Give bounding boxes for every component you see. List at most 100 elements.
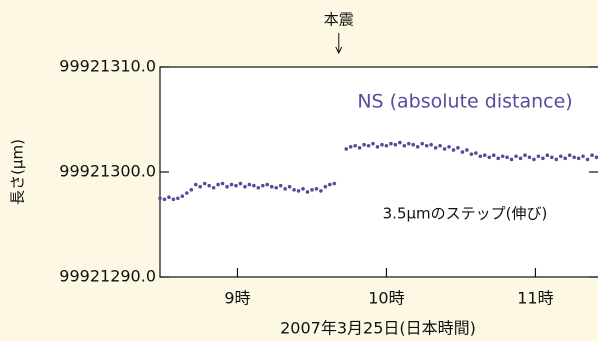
- data-point: [328, 182, 332, 187]
- data-point: [220, 181, 225, 186]
- y-tick-label: 99921310.0: [59, 57, 156, 76]
- data-point: [225, 184, 229, 189]
- x-tick-label: 10時: [368, 289, 404, 308]
- y-tick-label: 99921300.0: [59, 162, 156, 181]
- data-point: [420, 141, 425, 146]
- data-point: [456, 146, 460, 150]
- data-point: [305, 190, 310, 194]
- data-point: [393, 142, 398, 147]
- y-axis-label: 長さ(μm): [9, 139, 27, 205]
- data-point: [332, 181, 337, 186]
- data-point: [514, 154, 518, 159]
- data-point: [411, 142, 416, 147]
- data-point: [442, 147, 447, 151]
- data-point: [348, 145, 353, 149]
- data-point: [590, 153, 594, 157]
- data-point: [180, 194, 185, 198]
- data-point: [389, 141, 393, 146]
- data-point: [366, 143, 371, 148]
- data-point: [211, 185, 216, 190]
- data-point: [362, 142, 366, 147]
- data-point: [252, 183, 256, 188]
- x-tick-label: 11時: [517, 289, 553, 308]
- data-point: [344, 147, 349, 151]
- plot-area: [159, 66, 598, 278]
- data-point: [527, 155, 532, 160]
- data-point: [532, 157, 536, 162]
- data-point: [429, 142, 433, 147]
- data-point: [523, 153, 527, 157]
- data-point: [518, 156, 523, 161]
- step-annotation: 3.5μmのステップ(伸び): [383, 205, 548, 223]
- data-point: [158, 196, 162, 201]
- data-point: [189, 188, 194, 192]
- data-point: [238, 181, 243, 186]
- data-point: [314, 187, 319, 191]
- data-point: [554, 157, 559, 162]
- data-point: [500, 154, 505, 159]
- data-point: [482, 153, 487, 157]
- data-point: [371, 141, 375, 146]
- data-point: [567, 153, 572, 157]
- data-point: [398, 140, 402, 145]
- data-point: [234, 183, 238, 188]
- data-point: [451, 148, 456, 152]
- data-point: [380, 142, 384, 147]
- data-point: [424, 143, 429, 148]
- data-point: [278, 183, 283, 188]
- data-point: [572, 155, 576, 160]
- data-point: [247, 182, 252, 187]
- data-point: [402, 143, 407, 148]
- data-point: [550, 155, 554, 160]
- data-point: [310, 188, 314, 192]
- mainshock-arrowhead: [335, 46, 343, 55]
- data-point: [474, 151, 478, 155]
- data-point: [460, 150, 465, 154]
- data-point: [505, 155, 509, 160]
- data-point: [469, 152, 474, 156]
- series-label: NS (absolute distance): [357, 91, 572, 113]
- data-point: [496, 156, 500, 161]
- data-point: [545, 153, 550, 157]
- data-point: [269, 184, 274, 189]
- data-point: [384, 143, 389, 148]
- data-point: [558, 154, 563, 159]
- data-point: [433, 146, 438, 150]
- data-point: [375, 145, 380, 149]
- data-point: [487, 155, 492, 160]
- data-point: [296, 189, 301, 193]
- mainshock-label: 本震: [324, 11, 354, 29]
- data-point: [283, 187, 287, 191]
- data-point: [323, 184, 328, 189]
- data-point: [509, 157, 514, 162]
- data-point: [207, 183, 211, 188]
- data-point: [193, 182, 198, 187]
- data-point: [216, 182, 220, 187]
- data-point: [292, 188, 296, 192]
- data-point: [563, 156, 568, 161]
- y-tick-label: 99921290.0: [59, 267, 156, 286]
- data-point: [353, 143, 357, 148]
- data-point: [185, 191, 189, 195]
- x-tick-label: 9時: [224, 289, 250, 308]
- data-point: [576, 156, 581, 161]
- data-point: [229, 182, 234, 187]
- data-point: [536, 154, 541, 159]
- data-point: [176, 196, 180, 201]
- data-point: [243, 184, 247, 189]
- x-axis-label: 2007年3月25日(日本時間): [280, 319, 476, 338]
- data-point: [162, 197, 167, 202]
- data-point: [491, 153, 496, 157]
- data-point: [301, 187, 305, 191]
- data-point: [465, 148, 469, 152]
- data-point: [260, 183, 265, 188]
- data-point: [438, 143, 442, 148]
- data-point: [415, 145, 420, 149]
- data-point: [274, 185, 279, 190]
- data-point: [447, 145, 451, 149]
- data-point: [541, 156, 545, 161]
- data-point: [406, 141, 411, 146]
- data-point: [202, 181, 207, 186]
- data-point: [478, 154, 483, 159]
